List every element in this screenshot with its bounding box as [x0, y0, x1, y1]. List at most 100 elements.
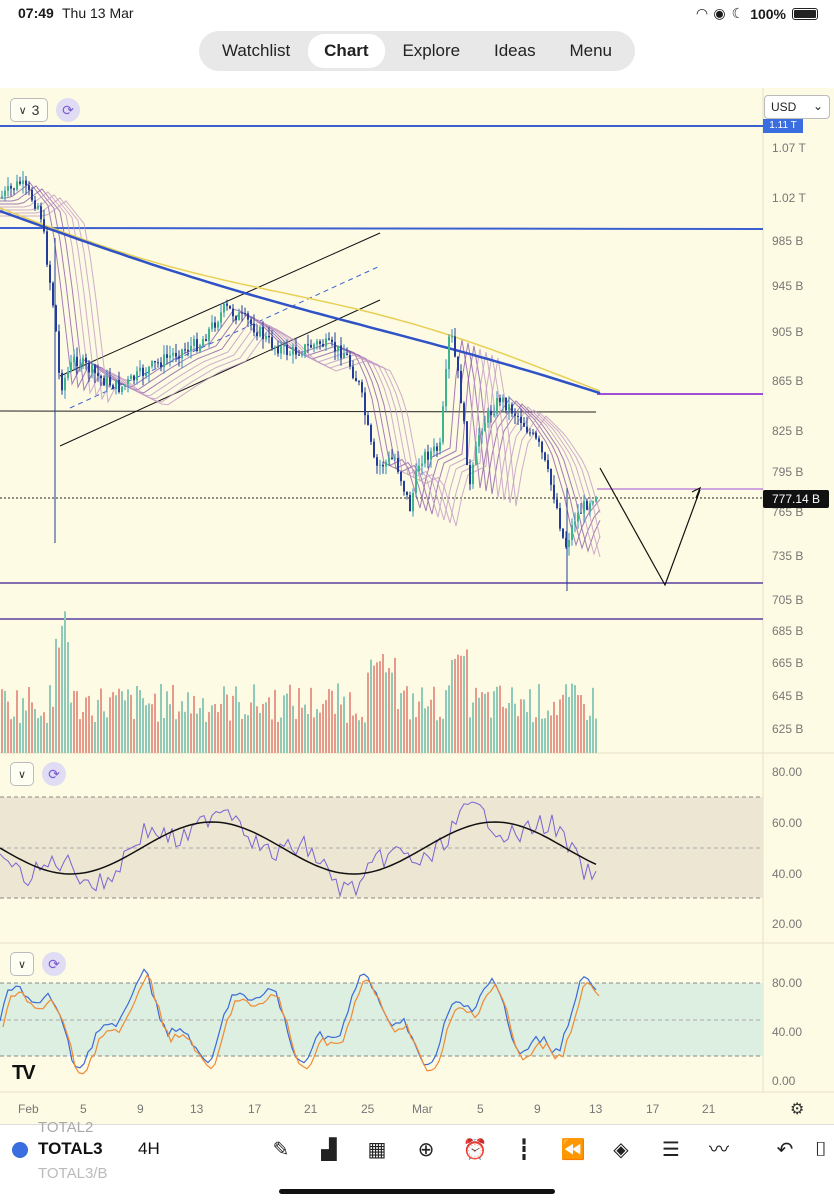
volume-bar — [277, 721, 279, 753]
currency-select[interactable]: USD ⌄ — [764, 95, 830, 119]
candle-body — [322, 344, 324, 347]
chart-type-icon[interactable]: ▟ — [321, 1139, 337, 1161]
projection-arrow — [691, 486, 702, 499]
candle-body — [250, 319, 252, 324]
stoch-scale-label: 80.00 — [772, 976, 802, 990]
candle-body — [67, 371, 69, 378]
alarm-clock-icon[interactable]: ⏰ — [462, 1139, 488, 1161]
candle-body — [283, 344, 285, 347]
candle-body — [55, 305, 57, 332]
rsi-line — [0, 801, 597, 898]
candle-body — [364, 392, 366, 416]
candle-body — [475, 446, 477, 465]
volume-bar — [478, 697, 480, 753]
volume-bar — [202, 698, 204, 753]
settings-sliders-icon[interactable]: ☰ — [662, 1139, 680, 1161]
candle-body — [73, 356, 75, 363]
layers-icon[interactable]: ◈ — [613, 1139, 629, 1161]
legend-toggle[interactable]: ∨ 3 — [10, 98, 48, 122]
tab-menu[interactable]: Menu — [569, 41, 612, 60]
tab-chart[interactable]: Chart — [308, 34, 385, 68]
candle-body — [124, 384, 126, 387]
volume-bar — [529, 689, 531, 753]
candle-body — [46, 231, 48, 265]
layout-grid-icon[interactable]: ▦ — [367, 1139, 387, 1161]
volume-bar — [142, 698, 144, 753]
volume-bar — [319, 712, 321, 753]
volume-bar — [355, 713, 357, 753]
volume-bar — [520, 699, 522, 753]
candle-body — [148, 366, 150, 374]
candle-body — [274, 346, 276, 349]
volume-bar — [394, 657, 396, 753]
candle-body — [292, 347, 294, 355]
stoch-refresh-icon[interactable]: ⟳ — [42, 952, 66, 976]
candle-body — [271, 337, 273, 348]
candle-body — [310, 344, 312, 348]
volume-bar — [10, 719, 12, 753]
chart-area[interactable]: 1.07 T 1.02 T 985 B 945 B 905 B 865 B 825 B 795… — [0, 88, 834, 1124]
draw-pen-icon[interactable]: ✎ — [272, 1139, 290, 1161]
candle-body — [145, 373, 147, 376]
more-icon[interactable]: ⌷ — [815, 1139, 827, 1161]
replay-rewind-icon[interactable]: ⏪ — [560, 1139, 586, 1161]
volume-bar — [154, 693, 156, 753]
volume-bar — [505, 708, 507, 753]
volume-bar — [448, 685, 450, 753]
volume-bar — [148, 703, 150, 753]
volume-bar — [40, 715, 42, 753]
stoch-legend-toggle[interactable]: ∨ — [10, 952, 34, 976]
volume-bar — [76, 691, 78, 753]
tab-watchlist[interactable]: Watchlist — [221, 41, 291, 60]
price-scale-label: 645 B — [772, 689, 803, 703]
price-scale-label: 665 B — [772, 656, 803, 670]
volume-bar — [64, 611, 66, 753]
interval-selector[interactable]: 4H — [138, 1139, 160, 1158]
undo-icon[interactable]: ↶ — [776, 1139, 794, 1161]
add-plus-icon[interactable]: ⊕ — [417, 1139, 435, 1161]
volume-bar — [229, 720, 231, 753]
candle-body — [442, 406, 444, 443]
volume-bar — [172, 685, 174, 753]
refresh-icon[interactable]: ⟳ — [56, 98, 80, 122]
candle-body — [325, 338, 327, 347]
candle-body — [466, 421, 468, 465]
candles-icon[interactable]: ┇ — [517, 1139, 531, 1161]
candle-body — [541, 441, 543, 453]
volume-bar — [445, 690, 447, 753]
volume-bar — [388, 668, 390, 753]
rsi-legend-toggle[interactable]: ∨ — [10, 762, 34, 786]
volume-bar — [187, 692, 189, 753]
volume-bar — [481, 692, 483, 753]
candle-body — [406, 491, 408, 495]
candle-body — [220, 312, 222, 323]
volume-bar — [124, 700, 126, 753]
settings-gear-icon[interactable]: ⚙ — [790, 1101, 805, 1118]
candle-body — [367, 415, 369, 425]
volume-bar — [349, 692, 351, 753]
volume-bar — [103, 711, 105, 753]
candle-body — [430, 451, 432, 460]
candle-body — [307, 344, 309, 346]
rsi-refresh-icon[interactable]: ⟳ — [42, 762, 66, 786]
volume-bar — [358, 720, 360, 753]
tab-explore[interactable]: Explore — [402, 41, 461, 60]
volume-bar — [313, 717, 315, 753]
time-scale-label: 13 — [190, 1102, 204, 1116]
volume-bar — [247, 715, 249, 753]
volume-bar — [580, 695, 582, 753]
volume-bar — [454, 658, 456, 753]
chart-canvas[interactable]: 1.07 T 1.02 T 985 B 945 B 905 B 865 B 825 B 795… — [0, 88, 834, 1124]
tab-ideas[interactable]: Ideas — [493, 41, 536, 60]
candle-body — [187, 349, 189, 352]
compare-icon[interactable]: 〰 — [709, 1139, 729, 1161]
candle-body — [190, 345, 192, 352]
candle-body — [223, 303, 225, 313]
channel-upper-line — [59, 232, 381, 377]
ma-yellow-line — [0, 207, 601, 392]
candle-body — [43, 219, 45, 232]
volume-bar — [421, 687, 423, 753]
symbol-name[interactable]: TOTAL3 — [38, 1139, 103, 1158]
candle-body — [343, 353, 345, 359]
volume-bar — [43, 712, 45, 753]
